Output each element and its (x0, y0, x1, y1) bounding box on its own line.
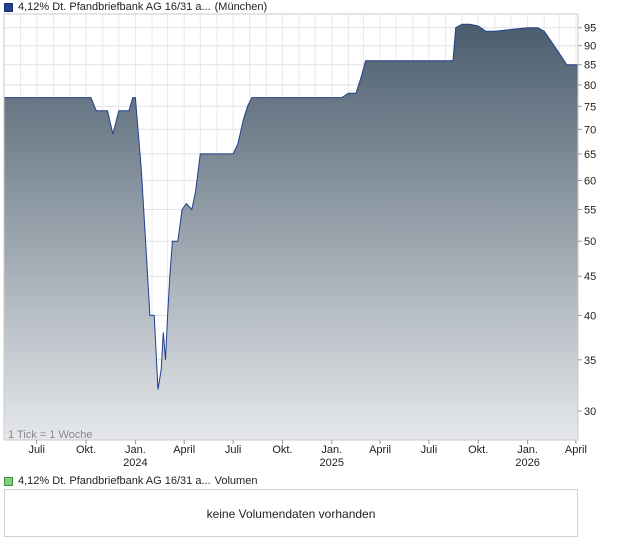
x-tick-year: 2025 (320, 457, 344, 469)
price-legend-swatch (4, 2, 13, 12)
y-axis: 30 35 40 45 50 55 60 65 70 75 80 85 90 95 (578, 23, 596, 418)
x-tick-label: Okt. (468, 444, 488, 456)
x-tick-label: April (565, 444, 587, 456)
y-tick-label: 85 (584, 60, 596, 72)
y-tick-label: 45 (584, 271, 596, 283)
volume-panel: keine Volumendaten vorhanden (4, 489, 578, 537)
price-area (4, 24, 578, 440)
y-tick-label: 70 (584, 124, 596, 136)
y-tick-label: 75 (584, 101, 596, 113)
price-legend-label: 4,12% Dt. Pfandbriefbank AG 16/31 a... (18, 1, 211, 13)
tick-interval-note: 1 Tick = 1 Woche (8, 429, 93, 441)
y-tick-label: 40 (584, 310, 596, 322)
price-legend-exchange: (München) (214, 1, 268, 13)
x-tick-label: April (173, 444, 195, 456)
y-tick-label: 55 (584, 205, 596, 217)
volume-empty-message: keine Volumendaten vorhanden (206, 507, 376, 521)
price-legend: 4,12% Dt. Pfandbriefbank AG 16/31 a... (… (4, 0, 267, 14)
x-tick-label: Okt. (76, 444, 96, 456)
y-tick-label: 35 (584, 355, 596, 367)
x-tick-label: April (369, 444, 391, 456)
x-tick-label: Juli (225, 444, 242, 456)
price-chart: 30 35 40 45 50 55 60 65 70 75 80 85 90 95 Juli Okt. Jan… (3, 13, 596, 469)
y-tick-label: 30 (584, 406, 596, 418)
x-tick-label: Juli (28, 444, 45, 456)
x-tick-label: Okt. (272, 444, 292, 456)
x-tick-label: Juli (421, 444, 438, 456)
y-tick-label: 95 (584, 23, 596, 35)
x-tick-year: 2024 (123, 457, 147, 469)
price-line (4, 23, 578, 390)
y-tick-label: 50 (584, 236, 596, 248)
chart-frame (3, 13, 579, 441)
y-tick-label: 80 (584, 80, 596, 92)
y-tick-label: 60 (584, 176, 596, 188)
y-tick-label: 65 (584, 149, 596, 161)
x-tick-year: 2026 (515, 457, 539, 469)
x-tick-label: Jan. (321, 444, 342, 456)
volume-legend-label: 4,12% Dt. Pfandbriefbank AG 16/31 a... (18, 475, 211, 487)
volume-legend-suffix: Volumen (214, 475, 258, 487)
x-tick-label: Jan. (517, 444, 538, 456)
volume-legend-swatch (4, 476, 13, 486)
y-tick-label: 90 (584, 41, 596, 53)
x-tick-label: Jan. (125, 444, 146, 456)
volume-legend: 4,12% Dt. Pfandbriefbank AG 16/31 a... V… (4, 474, 257, 488)
